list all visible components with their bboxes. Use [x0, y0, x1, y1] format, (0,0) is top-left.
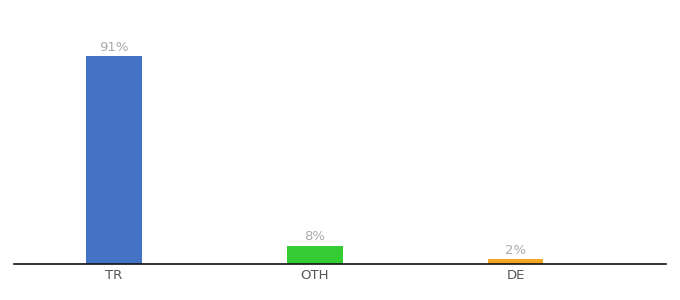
Bar: [287, 246, 343, 264]
Text: 2%: 2%: [505, 244, 526, 257]
Text: 91%: 91%: [99, 41, 129, 54]
Text: 8%: 8%: [305, 230, 326, 243]
Bar: [488, 260, 543, 264]
Bar: [86, 56, 141, 264]
